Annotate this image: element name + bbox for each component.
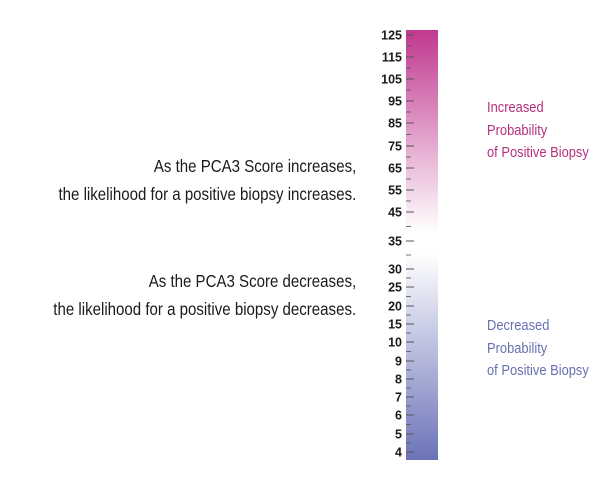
decreased-line-2: Probability: [487, 339, 548, 357]
decreased-line-1: Decreased: [487, 317, 550, 334]
scale-label-85: 85: [388, 117, 402, 131]
scale-label-45: 45: [388, 206, 402, 220]
decrease-statement-line-1: As the PCA3 Score decreases,: [148, 271, 356, 291]
scale-label-95: 95: [388, 95, 402, 109]
scale-label-6: 6: [395, 409, 402, 423]
increased-line-1: Increased: [487, 99, 544, 116]
decrease-statement: As the PCA3 Score decreases, the likelih…: [53, 267, 356, 323]
decreased-probability-label: Decreased Probability of Positive Biopsy: [487, 315, 589, 383]
scale-label-105: 105: [381, 73, 402, 87]
scale-label-8: 8: [395, 373, 402, 387]
increase-statement-line-2: the likelihood for a positive biopsy inc…: [58, 184, 356, 204]
scale-label-4: 4: [395, 446, 402, 460]
scale-label-55: 55: [388, 184, 402, 198]
scale-label-20: 20: [388, 300, 402, 314]
increased-probability-label: Increased Probability of Positive Biopsy: [487, 97, 589, 165]
scale-label-75: 75: [388, 140, 402, 154]
gradient-bar: [406, 30, 438, 460]
scale-label-65: 65: [388, 162, 402, 176]
increase-statement: As the PCA3 Score increases, the likelih…: [58, 152, 356, 208]
scale-label-35: 35: [388, 235, 402, 249]
scale-label-25: 25: [388, 281, 402, 295]
scale-label-5: 5: [395, 428, 402, 442]
scale-label-125: 125: [381, 29, 402, 43]
decreased-line-3: of Positive Biopsy: [487, 362, 589, 379]
increase-statement-line-1: As the PCA3 Score increases,: [153, 156, 356, 176]
increased-line-3: of Positive Biopsy: [487, 144, 589, 161]
scale-ticks: [406, 34, 414, 453]
scale-label-7: 7: [395, 391, 402, 405]
scale-label-10: 10: [388, 336, 402, 350]
increased-line-2: Probability: [487, 121, 548, 139]
scale-label-9: 9: [395, 355, 402, 369]
scale-label-30: 30: [388, 263, 402, 277]
decrease-statement-line-2: the likelihood for a positive biopsy dec…: [53, 299, 356, 319]
scale-label-115: 115: [382, 51, 402, 65]
scale-label-15: 15: [388, 318, 402, 332]
